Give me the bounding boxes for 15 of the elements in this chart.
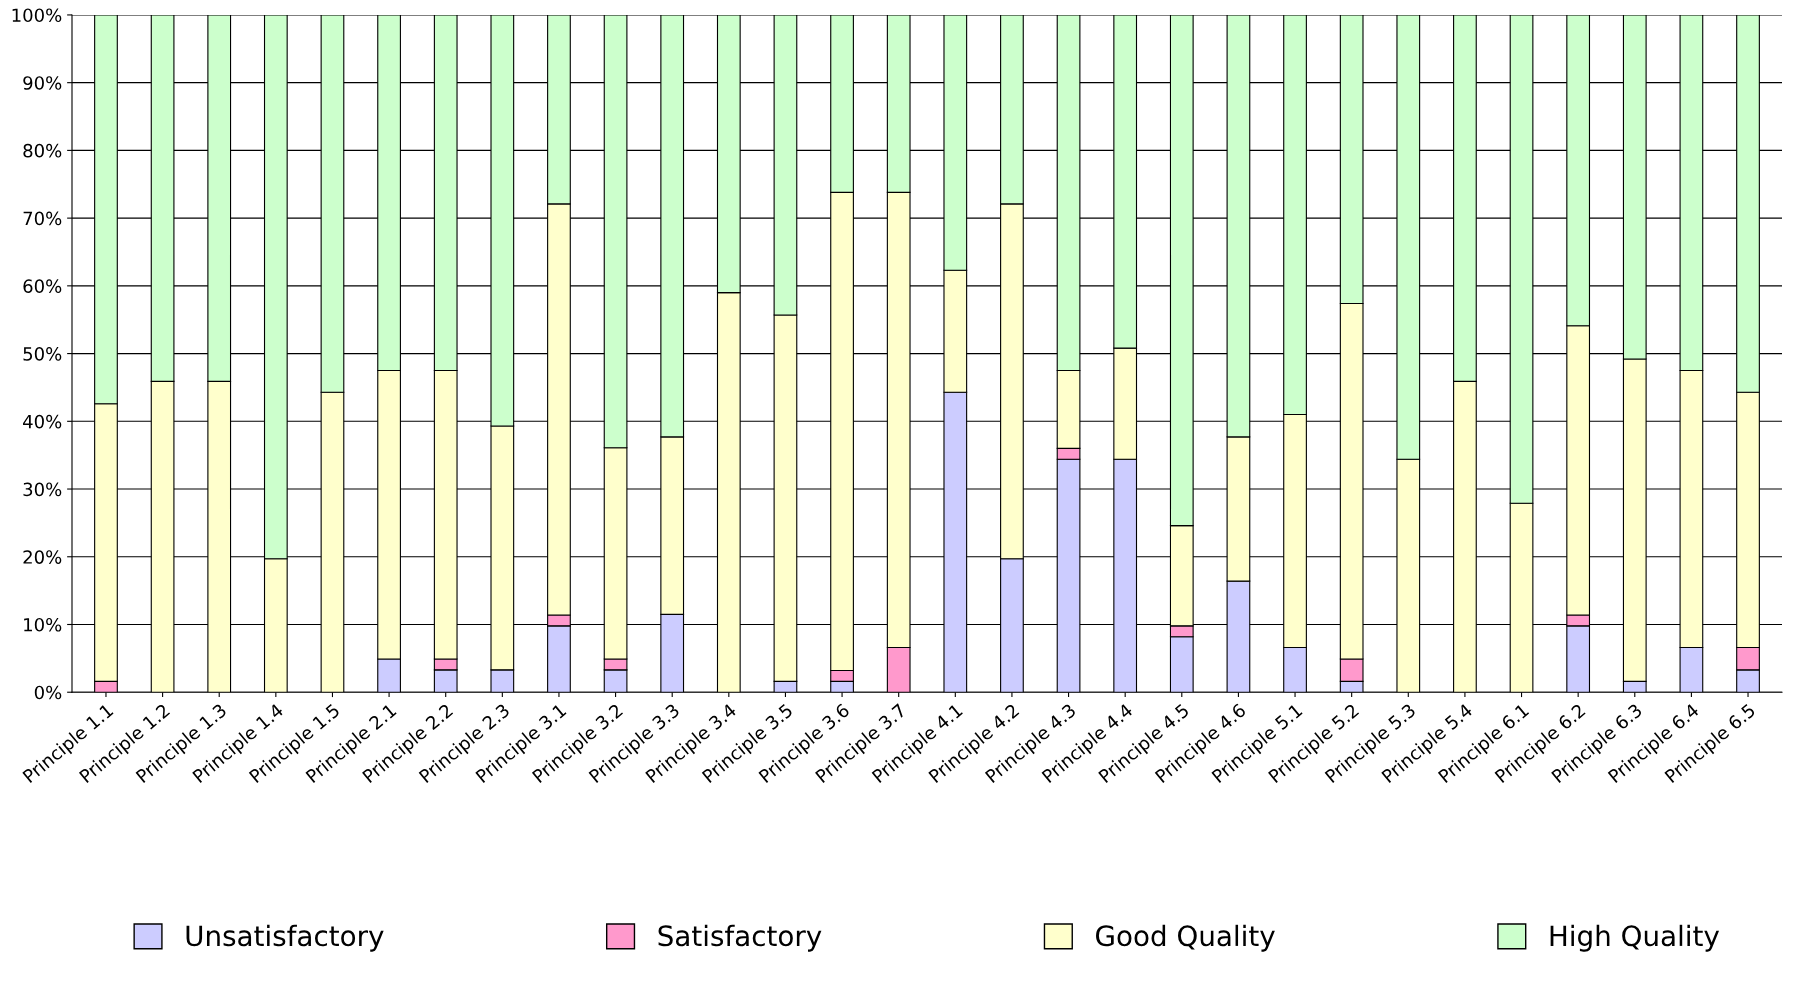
y-tick-label: 20%: [23, 550, 62, 564]
legend-label: Good Quality: [1096, 924, 1275, 952]
legend-label: Unsatisfactory: [186, 924, 384, 952]
y-tick-label: 50%: [23, 347, 62, 361]
y-tick-label: 70%: [23, 211, 62, 226]
y-tick-label: 90%: [23, 76, 62, 90]
legend-label: Satisfactory: [658, 924, 822, 952]
y-tick-label: 100%: [12, 8, 62, 23]
y-tick-label: 0%: [34, 685, 62, 700]
y-tick-label: 10%: [24, 617, 62, 632]
y-tick-label: 40%: [23, 414, 62, 429]
y-tick-label: 30%: [23, 482, 62, 497]
y-tick-label: 60%: [23, 279, 62, 293]
y-tick-label: 80%: [23, 143, 62, 158]
legend-label: High Quality: [1550, 924, 1720, 952]
